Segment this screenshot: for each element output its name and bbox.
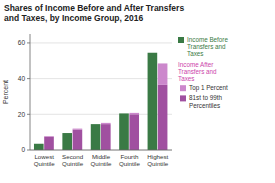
text-line: Quintile — [119, 160, 141, 167]
text-line: Taxes — [187, 50, 203, 57]
text-line: Quintile — [91, 160, 113, 167]
text-line: Transfers and — [187, 43, 226, 50]
text-line: Taxes — [178, 75, 194, 82]
text-line: 81st to 99th — [189, 94, 222, 101]
y-axis-line — [30, 34, 31, 150]
legend-label: Top 1 Percent — [189, 84, 228, 92]
y-tick — [27, 78, 30, 79]
x-axis-line — [30, 150, 172, 151]
text-line: Shares of Income Before and After Transf… — [4, 3, 184, 13]
grid — [30, 43, 172, 150]
bars — [34, 53, 167, 150]
grid-line — [30, 150, 172, 151]
x-tick-label: HighestQuintile — [147, 153, 169, 167]
y-tick-label: 0 — [21, 146, 25, 153]
text-line: Middle — [92, 153, 111, 160]
text-line: Fourth — [120, 153, 138, 160]
text-line: Top 1 Percent — [189, 84, 228, 92]
text-line: Second — [62, 153, 84, 160]
text-line: Highest — [147, 153, 168, 160]
x-tick-label: SecondQuintile — [62, 153, 84, 167]
text-line: Income After — [178, 61, 213, 68]
bar — [73, 129, 83, 150]
text-line: Percentiles — [189, 102, 220, 109]
grid-line — [30, 42, 172, 43]
x-tick-label: LowestQuintile — [34, 153, 56, 167]
bar — [91, 124, 101, 150]
title: Shares of Income Before and After Transf… — [4, 3, 184, 23]
text-line: Quintile — [147, 160, 169, 167]
text-line: Income Before — [187, 36, 228, 43]
bar — [101, 124, 111, 150]
legend-label: Income BeforeTransfers andTaxes — [187, 36, 228, 57]
text-line: Quintile — [34, 160, 56, 167]
bar — [129, 113, 139, 114]
bar — [34, 144, 44, 150]
annotation: Income AfterTransfers andTaxes — [178, 61, 217, 82]
bar — [129, 114, 139, 150]
text-line: Quintile — [62, 160, 84, 167]
bar — [62, 133, 72, 150]
legend-swatch — [178, 37, 184, 43]
y-tick — [27, 150, 30, 151]
legend-swatch — [180, 95, 186, 101]
bar — [158, 63, 168, 84]
legend-swatch — [180, 85, 186, 91]
bar — [101, 123, 111, 124]
y-axis-label: Percent — [2, 80, 9, 104]
bar — [119, 113, 129, 150]
legend-label: 81st to 99thPercentiles — [189, 94, 222, 108]
bar — [148, 53, 158, 150]
x-tick-label: FourthQuintile — [119, 153, 141, 167]
bar — [44, 136, 54, 138]
text-line: Lowest — [34, 153, 54, 160]
text-line: and Taxes, by Income Group, 2016 — [4, 13, 143, 23]
bar — [158, 85, 168, 150]
text-line: Transfers and — [178, 68, 217, 75]
chart: Shares of Income Before and After Transf… — [0, 0, 275, 183]
y-tick — [27, 42, 30, 43]
y-tick-label: 40 — [18, 75, 26, 82]
y-tick-label: 20 — [18, 111, 26, 118]
bar — [44, 137, 54, 150]
bar — [73, 128, 83, 130]
y-tick-label: 60 — [18, 39, 26, 46]
x-tick-label: MiddleQuintile — [91, 153, 113, 167]
y-tick — [27, 114, 30, 115]
